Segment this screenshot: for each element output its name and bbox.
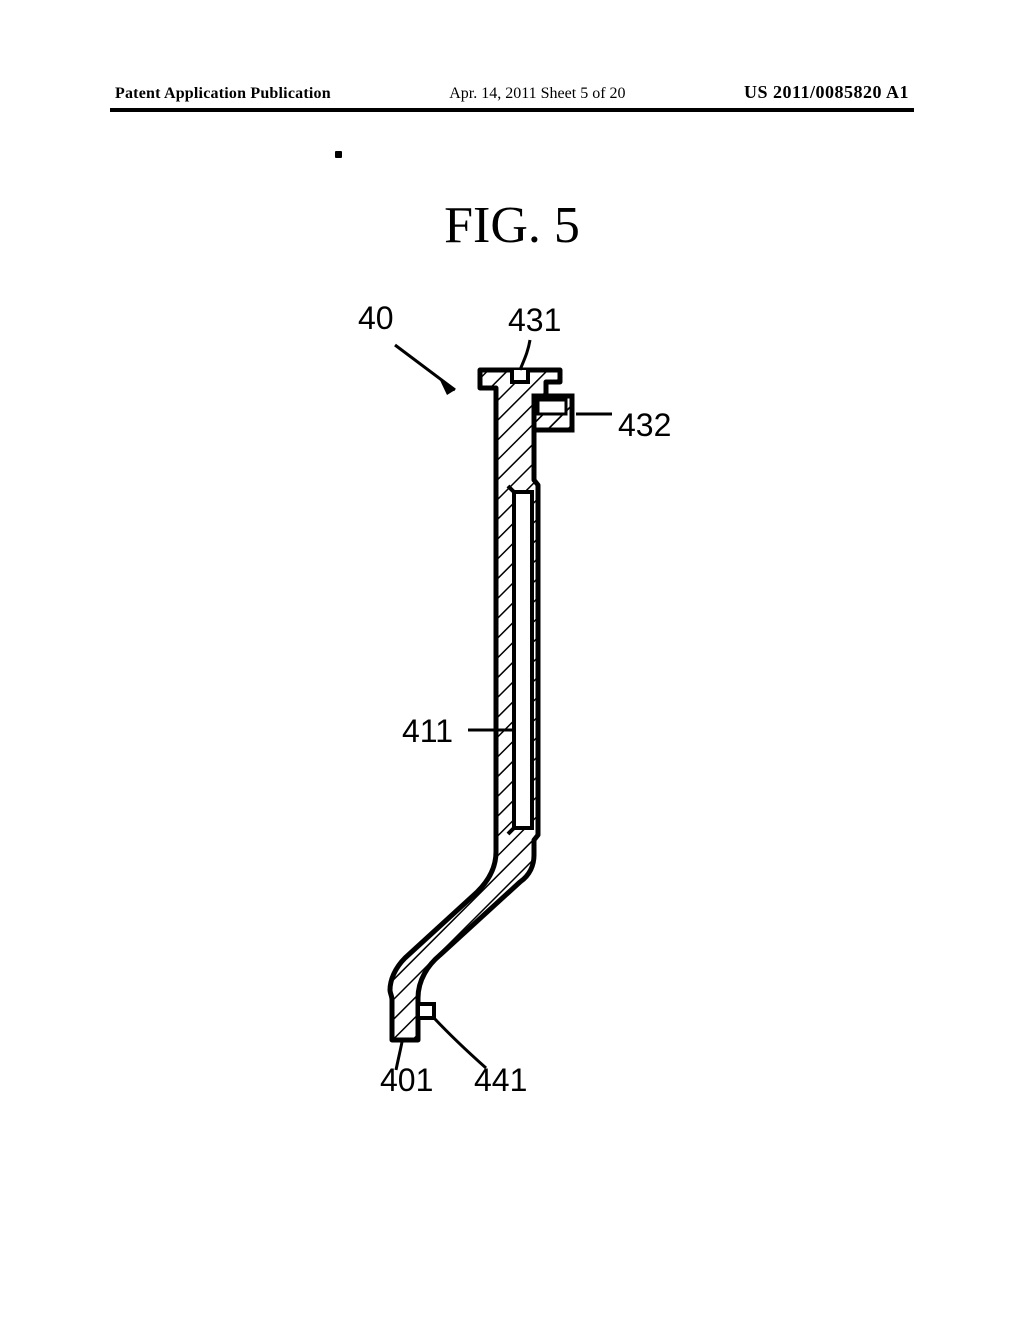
- leader-441: [434, 1018, 486, 1068]
- leader-40: [395, 345, 455, 395]
- header-center: Apr. 14, 2011 Sheet 5 of 20: [449, 85, 625, 103]
- header-rule: [110, 108, 914, 112]
- foot-step: [418, 1004, 434, 1018]
- patent-header: Patent Application Publication Apr. 14, …: [0, 82, 1024, 103]
- header-right: US 2011/0085820 A1: [744, 82, 909, 103]
- recess-411: [514, 492, 532, 828]
- section-body: [390, 370, 572, 1040]
- header-left: Patent Application Publication: [115, 85, 331, 103]
- figure-title: FIG. 5: [0, 196, 1024, 255]
- top-notch: [512, 370, 528, 382]
- leader-431: [520, 340, 530, 370]
- leader-401: [396, 1042, 402, 1070]
- stray-dot: [335, 151, 342, 158]
- figure-5-drawing: [300, 300, 724, 1120]
